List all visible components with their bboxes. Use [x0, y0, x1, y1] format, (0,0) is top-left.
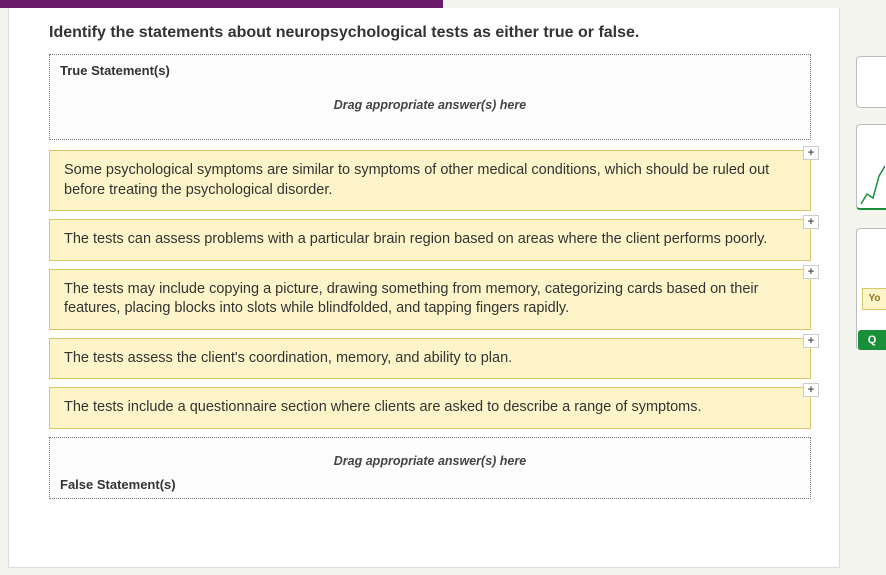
answer-card-wrap: The tests assess the client's coordinati…	[49, 338, 811, 380]
plus-icon[interactable]: +	[803, 215, 819, 229]
false-drop-zone[interactable]: Drag appropriate answer(s) here False St…	[49, 437, 811, 499]
plus-icon[interactable]: +	[803, 265, 819, 279]
answer-card-wrap: The tests include a questionnaire sectio…	[49, 387, 811, 429]
answer-card-wrap: The tests may include copying a picture,…	[49, 269, 811, 330]
true-drop-zone[interactable]: True Statement(s) Drag appropriate answe…	[49, 54, 811, 140]
answer-card[interactable]: The tests include a questionnaire sectio…	[49, 387, 811, 429]
plus-icon[interactable]: +	[803, 146, 819, 160]
answer-card[interactable]: Some psychological symptoms are similar …	[49, 150, 811, 211]
plus-icon[interactable]: +	[803, 334, 819, 348]
answer-card-wrap: Some psychological symptoms are similar …	[49, 150, 811, 211]
side-strip: Yo Q	[848, 0, 886, 575]
question-panel: Identify the statements about neuropsych…	[8, 8, 840, 568]
sparkline-icon	[859, 164, 885, 206]
answer-card-wrap: The tests can assess problems with a par…	[49, 219, 811, 261]
side-green-tab[interactable]: Q	[858, 330, 886, 350]
answer-card[interactable]: The tests assess the client's coordinati…	[49, 338, 811, 380]
true-zone-title: True Statement(s)	[60, 63, 800, 78]
side-widget-1[interactable]	[856, 56, 886, 108]
true-zone-hint: Drag appropriate answer(s) here	[60, 78, 800, 120]
side-yellow-tab[interactable]: Yo	[862, 288, 886, 310]
header-accent-bar	[0, 0, 443, 8]
plus-icon[interactable]: +	[803, 383, 819, 397]
question-prompt: Identify the statements about neuropsych…	[49, 24, 811, 42]
false-zone-title: False Statement(s)	[60, 477, 176, 492]
sparkline-path	[861, 166, 885, 204]
answer-card[interactable]: The tests may include copying a picture,…	[49, 269, 811, 330]
answer-card[interactable]: The tests can assess problems with a par…	[49, 219, 811, 261]
side-widget-chart[interactable]	[856, 124, 886, 210]
